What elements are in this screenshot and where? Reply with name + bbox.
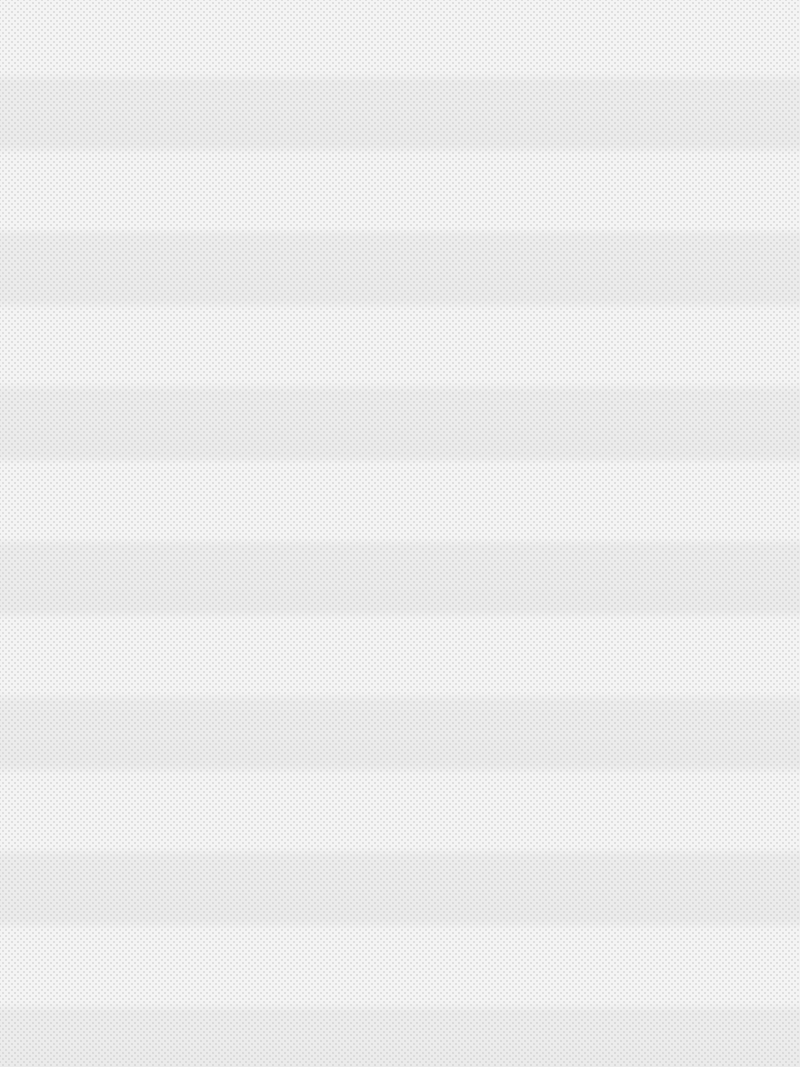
textured-striped-background bbox=[0, 0, 800, 1067]
